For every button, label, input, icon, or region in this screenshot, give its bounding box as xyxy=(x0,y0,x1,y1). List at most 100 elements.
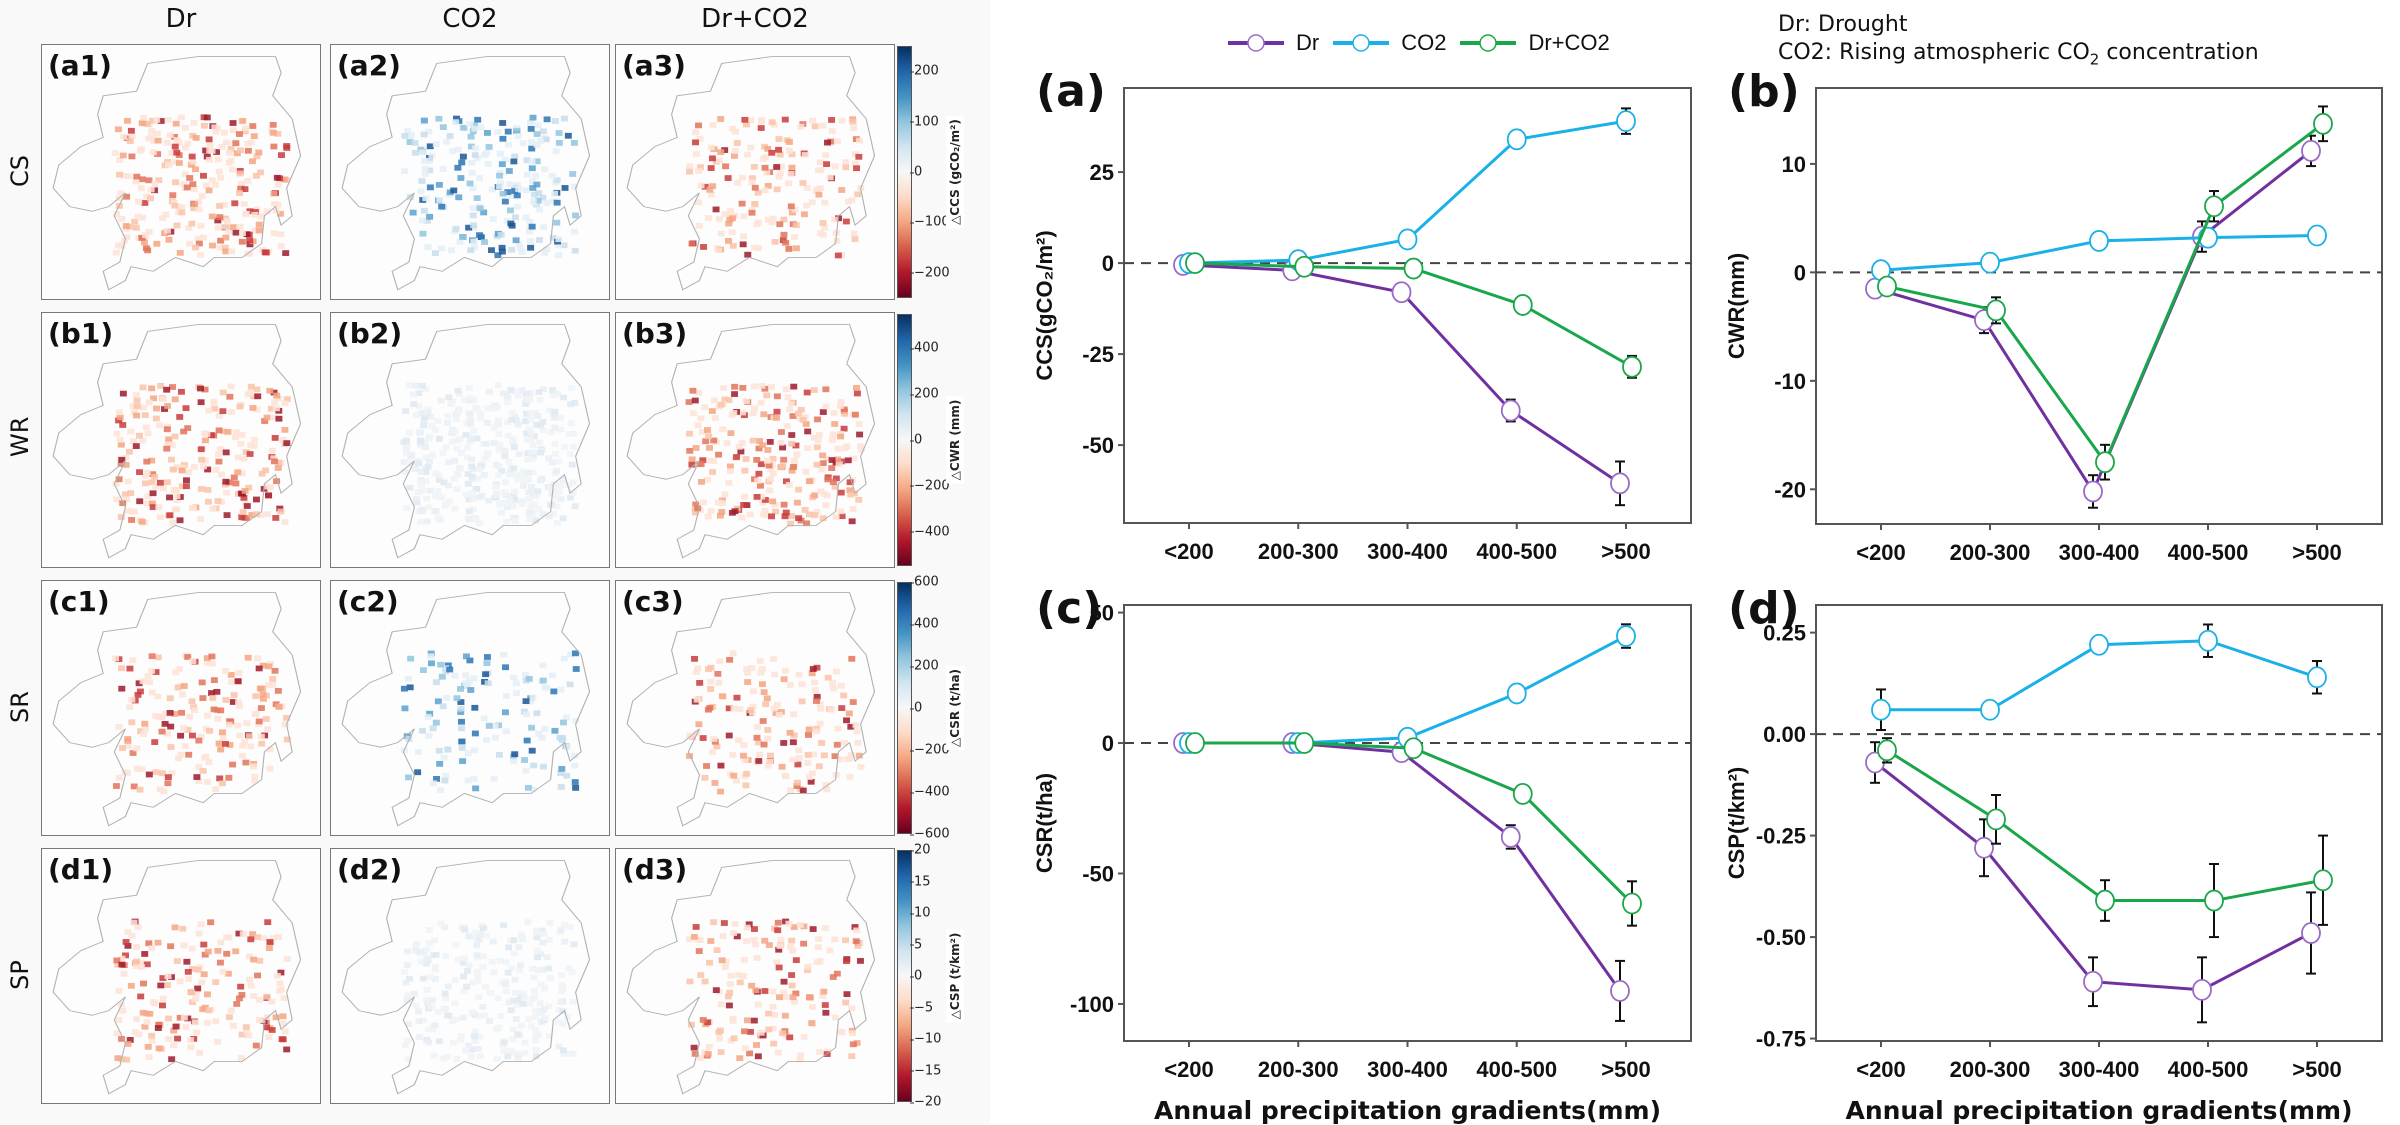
note-co2-suffix: concentration xyxy=(2099,40,2259,65)
colorbar-tick: −5 xyxy=(909,1000,934,1015)
map-pixels xyxy=(686,116,865,259)
data-point xyxy=(1877,275,1897,298)
legend-item-co2: CO2 xyxy=(1333,30,1446,56)
map-panel-area: Dr CO2 Dr+CO2 CS (a1) (a2) (a3) 200 100 0 −100−… xyxy=(0,0,990,1125)
data-point xyxy=(2083,970,2103,993)
y-tick-label: -0.50 xyxy=(1756,925,1806,950)
legend-marker-dr xyxy=(1228,34,1284,52)
data-point xyxy=(2204,889,2224,912)
y-tick-label: 0 xyxy=(1102,731,1114,756)
region-boundary xyxy=(52,324,302,559)
data-point xyxy=(1185,732,1205,754)
x-tick-label: >500 xyxy=(2292,1057,2342,1082)
region-boundary xyxy=(626,324,876,559)
map-image xyxy=(341,860,591,1095)
map-image xyxy=(626,56,876,291)
y-tick-label: 0 xyxy=(1794,260,1806,285)
map-pixels xyxy=(685,382,865,527)
colorbar-tick: 0 xyxy=(909,968,923,984)
series-co2 xyxy=(1179,107,1636,274)
map-pixels xyxy=(113,918,291,1063)
plot-frame xyxy=(1123,604,1692,1042)
map-panel-label: (b3) xyxy=(622,317,688,350)
series-dr xyxy=(1173,732,1630,1022)
colorbar-tick: 400 xyxy=(910,340,939,356)
chart-b: (b) 10 0 -10 -20 CWR(mm) <200 200-300 300-400 400… xyxy=(1724,66,2383,565)
legend-marker-co2 xyxy=(1333,34,1390,52)
series-dr-co2 xyxy=(1877,105,2333,481)
map-pixels xyxy=(112,382,291,526)
series-co2 xyxy=(1871,623,2327,732)
map-pixels xyxy=(685,918,864,1063)
data-point xyxy=(2089,230,2109,252)
series-dr-co2 xyxy=(1185,252,1642,379)
region-boundary xyxy=(626,592,876,827)
map-pixels xyxy=(400,382,579,527)
data-point xyxy=(1986,808,2006,831)
series-dr xyxy=(1865,741,2321,1024)
y-tick-label: -10 xyxy=(1774,369,1806,394)
series-co2 xyxy=(1871,224,2327,282)
map-image xyxy=(341,56,591,291)
data-point xyxy=(1185,252,1205,274)
plot-frame xyxy=(1123,87,1692,524)
map-pixels xyxy=(112,652,291,795)
region-boundary xyxy=(52,56,302,291)
data-point xyxy=(1294,255,1315,278)
series-line xyxy=(1874,761,2312,992)
x-tick-label: 200-300 xyxy=(1258,1057,1339,1082)
colorbar-tick: −200 xyxy=(910,478,950,494)
colorbar-tick: 600 xyxy=(910,574,939,590)
map-panel-label: (b1) xyxy=(48,317,114,350)
map-pixels xyxy=(401,114,580,259)
data-point xyxy=(1500,826,1521,848)
chart-c: (c)50 0 -50 -100 CSR(t/ha) <200 200-300 300-400… xyxy=(1032,583,1692,1125)
legend-marker-dr-co2 xyxy=(1460,34,1517,52)
legend-label-co2: CO2 xyxy=(1401,30,1447,55)
map-image xyxy=(626,860,876,1095)
region-boundary xyxy=(52,860,302,1095)
data-point xyxy=(1616,110,1636,133)
data-point xyxy=(1294,732,1315,754)
x-tick-label: 300-400 xyxy=(2059,1057,2140,1082)
region-boundary xyxy=(341,860,591,1095)
data-point xyxy=(1610,472,1630,495)
map-pixels xyxy=(400,650,580,793)
colorbar-tick: −200 xyxy=(910,265,950,281)
data-point xyxy=(2307,224,2327,247)
colorbar-tick: 200 xyxy=(910,658,939,674)
data-point xyxy=(1512,783,1533,805)
legend-label-dr: Dr xyxy=(1296,30,1320,55)
map-image xyxy=(341,592,591,827)
series-line xyxy=(1874,149,2312,495)
map-pixels xyxy=(111,114,291,258)
map-panel-c3: (c3) xyxy=(615,580,895,836)
x-tick-label: >500 xyxy=(2292,540,2342,565)
colorbar-tick: −400 xyxy=(910,784,950,800)
colorbar-tick: 400 xyxy=(910,616,939,632)
colorbar-tick: −20 xyxy=(909,1094,942,1110)
y-tick-label: -0.75 xyxy=(1756,1027,1806,1052)
x-tick-label: 300-400 xyxy=(1367,539,1448,564)
data-point xyxy=(2301,140,2321,162)
data-point xyxy=(1616,625,1636,647)
y-tick-label: -25 xyxy=(1082,342,1114,367)
map-panel-a3: (a3) xyxy=(615,44,895,300)
data-point xyxy=(1622,892,1642,915)
y-tick-label: 0.00 xyxy=(1763,722,1806,747)
x-tick-label: 300-400 xyxy=(1367,1057,1448,1082)
map-panel-label: (a3) xyxy=(622,49,686,82)
region-boundary xyxy=(341,592,591,827)
y-axis-label: CWR(mm) xyxy=(1724,253,1749,359)
y-axis-label: CSP(t/km²) xyxy=(1724,767,1749,879)
region-boundary xyxy=(626,860,876,1095)
map-panel-b2: (b2) xyxy=(330,312,610,568)
x-tick-label: <200 xyxy=(1164,1057,1214,1082)
y-tick-label: 10 xyxy=(1782,152,1806,177)
data-point xyxy=(1986,299,2006,322)
y-axis-label: CSR(t/ha) xyxy=(1032,773,1057,873)
x-tick-label: >500 xyxy=(1601,539,1651,564)
colorbar-tick: −600 xyxy=(910,826,950,842)
